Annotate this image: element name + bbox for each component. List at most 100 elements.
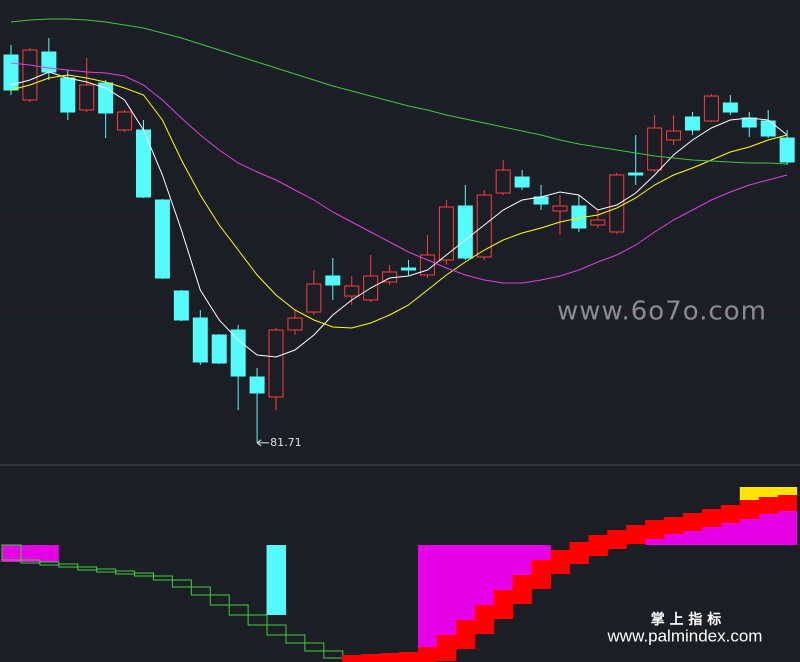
level-step [720, 505, 741, 523]
candle-body [457, 205, 473, 259]
candle-body [666, 130, 682, 141]
level-step [342, 655, 362, 662]
candle-body [628, 172, 644, 176]
candle-body [287, 317, 303, 331]
level-step [171, 579, 192, 588]
yellow-bar [739, 487, 760, 500]
magenta-bar [436, 545, 457, 635]
candle-body [684, 116, 700, 131]
candle-body [268, 329, 284, 398]
candle-body [22, 49, 38, 101]
candle-body [438, 206, 454, 261]
candle-body [117, 111, 133, 131]
magenta-bar [474, 545, 495, 605]
candle-body [173, 290, 189, 321]
candle-body [344, 285, 360, 297]
level-step [247, 614, 268, 626]
candle-body [552, 205, 568, 212]
level-step [777, 495, 798, 511]
level-step [134, 572, 154, 577]
level-step [701, 509, 722, 527]
low-label: 81.71 [270, 436, 302, 449]
candle-body [230, 329, 246, 377]
cyan-bar [266, 545, 286, 615]
moving-average-line [10, 71, 788, 358]
candle-body [325, 275, 341, 286]
level-step [531, 560, 552, 589]
candle-body [495, 169, 511, 194]
candle-body [722, 102, 738, 113]
level-step [417, 647, 438, 662]
level-step [550, 550, 570, 574]
level-step [152, 575, 173, 581]
candle-body [779, 137, 795, 163]
watermark: 掌 上 指 标 [651, 611, 722, 628]
candle-body [401, 267, 417, 271]
level-step [380, 653, 400, 662]
candle-body [136, 129, 152, 198]
candle-body [476, 194, 492, 258]
level-step [228, 604, 249, 616]
candle-body [514, 176, 530, 188]
level-step [399, 652, 419, 662]
indicator-panel [1, 487, 798, 662]
magenta-bar [739, 513, 760, 545]
level-step [285, 634, 306, 644]
level-step [739, 500, 760, 519]
magenta-bar [531, 545, 552, 560]
candle-body [741, 117, 757, 128]
magenta-bar [512, 545, 533, 575]
candle-body [249, 376, 265, 394]
level-step [455, 620, 476, 649]
watermark: www.6o7o.com [557, 297, 767, 327]
yellow-bar [758, 487, 779, 497]
candle-body [647, 127, 663, 171]
level-step [683, 513, 703, 531]
candle-body [590, 219, 606, 226]
magenta-bar [758, 510, 779, 545]
level-step [361, 654, 381, 662]
candle-body [211, 334, 227, 364]
level-step [569, 542, 589, 564]
candle-body [609, 174, 625, 233]
level-step [626, 525, 646, 544]
level-step [512, 575, 533, 604]
level-step [58, 563, 79, 568]
price-panel: 81.71 [0, 18, 800, 449]
magenta-bar [493, 545, 514, 590]
yellow-bar [777, 487, 798, 495]
magenta-bar [777, 509, 798, 545]
level-step [758, 497, 779, 514]
level-step [588, 535, 608, 556]
candle-body [760, 120, 776, 137]
level-step [266, 624, 287, 636]
candle-body [192, 317, 208, 363]
level-step [607, 530, 627, 549]
level-step [493, 590, 514, 619]
moving-average-line [10, 74, 788, 329]
level-step [190, 586, 211, 596]
low-arrowhead [256, 439, 262, 447]
level-step [474, 605, 495, 634]
magenta-bar [417, 545, 438, 647]
candle-body [154, 199, 170, 279]
level-step [209, 594, 230, 606]
level-step [645, 520, 665, 539]
moving-average-line [10, 18, 788, 165]
magenta-bar [455, 545, 476, 620]
candle-body [306, 283, 322, 313]
magenta-bar [39, 545, 59, 562]
candle-body [60, 77, 76, 113]
magenta-bar [1, 545, 21, 562]
magenta-bar [20, 545, 40, 562]
level-step [304, 642, 325, 652]
watermark: www.palmindex.com [607, 626, 763, 645]
level-step [323, 650, 344, 659]
level-step [664, 517, 684, 534]
level-step [1, 544, 22, 561]
moving-average-line [10, 62, 788, 284]
candle-body [703, 95, 719, 122]
